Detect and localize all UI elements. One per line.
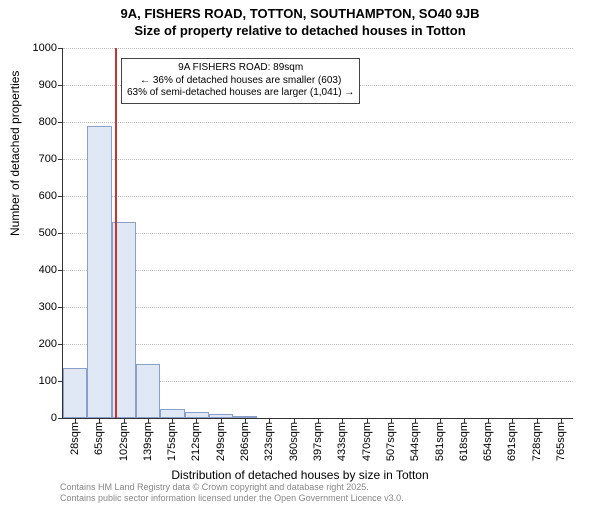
ytick-mark [58,270,63,271]
xtick-label: 765sqm [555,422,567,461]
plot-area: 0100200300400500600700800900100028sqm65s… [62,48,573,419]
xtick-label: 728sqm [531,422,543,461]
footer-line1: Contains HM Land Registry data © Crown c… [60,482,404,493]
xtick-label: 581sqm [434,422,446,461]
xtick-label: 102sqm [118,422,130,461]
ytick-mark [58,122,63,123]
ytick-label: 900 [17,79,57,91]
x-axis-label: Distribution of detached houses by size … [0,468,600,482]
ytick-label: 500 [17,227,57,239]
annotation-box: 9A FISHERS ROAD: 89sqm← 36% of detached … [121,58,360,104]
grid-line [63,159,573,160]
ytick-mark [58,196,63,197]
histogram-bar [136,364,160,418]
annotation-line: 63% of semi-detached houses are larger (… [127,87,354,100]
xtick-label: 433sqm [336,422,348,461]
xtick-label: 507sqm [385,422,397,461]
xtick-label: 212sqm [190,422,202,461]
xtick-label: 286sqm [239,422,251,461]
ytick-label: 0 [17,412,57,424]
chart-title-line2: Size of property relative to detached ho… [0,23,600,38]
xtick-label: 691sqm [506,422,518,461]
chart-title-line1: 9A, FISHERS ROAD, TOTTON, SOUTHAMPTON, S… [0,6,600,21]
xtick-label: 544sqm [409,422,421,461]
y-axis-label: Number of detached properties [8,71,22,236]
ytick-mark [58,307,63,308]
xtick-label: 65sqm [93,422,105,455]
ytick-mark [58,233,63,234]
ytick-mark [58,85,63,86]
histogram-bar [160,409,184,418]
ytick-mark [58,159,63,160]
xtick-label: 323sqm [263,422,275,461]
ytick-mark [58,344,63,345]
histogram-bar [87,126,111,418]
ytick-label: 700 [17,153,57,165]
footer-line2: Contains public sector information licen… [60,493,404,504]
ytick-label: 400 [17,264,57,276]
xtick-label: 470sqm [361,422,373,461]
grid-line [63,307,573,308]
ytick-label: 600 [17,190,57,202]
histogram-bar [63,368,87,418]
footer-attribution: Contains HM Land Registry data © Crown c… [60,482,404,504]
xtick-label: 28sqm [69,422,81,455]
grid-line [63,48,573,49]
marker-line [115,48,117,418]
xtick-label: 360sqm [288,422,300,461]
ytick-label: 100 [17,375,57,387]
ytick-label: 200 [17,338,57,350]
xtick-label: 175sqm [166,422,178,461]
chart: 0100200300400500600700800900100028sqm65s… [62,48,572,418]
ytick-mark [58,48,63,49]
grid-line [63,270,573,271]
grid-line [63,122,573,123]
ytick-label: 1000 [17,42,57,54]
grid-line [63,233,573,234]
xtick-label: 249sqm [215,422,227,461]
xtick-label: 139sqm [142,422,154,461]
grid-line [63,344,573,345]
xtick-label: 618sqm [458,422,470,461]
xtick-label: 397sqm [312,422,324,461]
annotation-line: 9A FISHERS ROAD: 89sqm [127,62,354,75]
ytick-label: 300 [17,301,57,313]
grid-line [63,196,573,197]
annotation-line: ← 36% of detached houses are smaller (60… [127,75,354,88]
ytick-mark [58,418,63,419]
ytick-label: 800 [17,116,57,128]
xtick-label: 654sqm [482,422,494,461]
